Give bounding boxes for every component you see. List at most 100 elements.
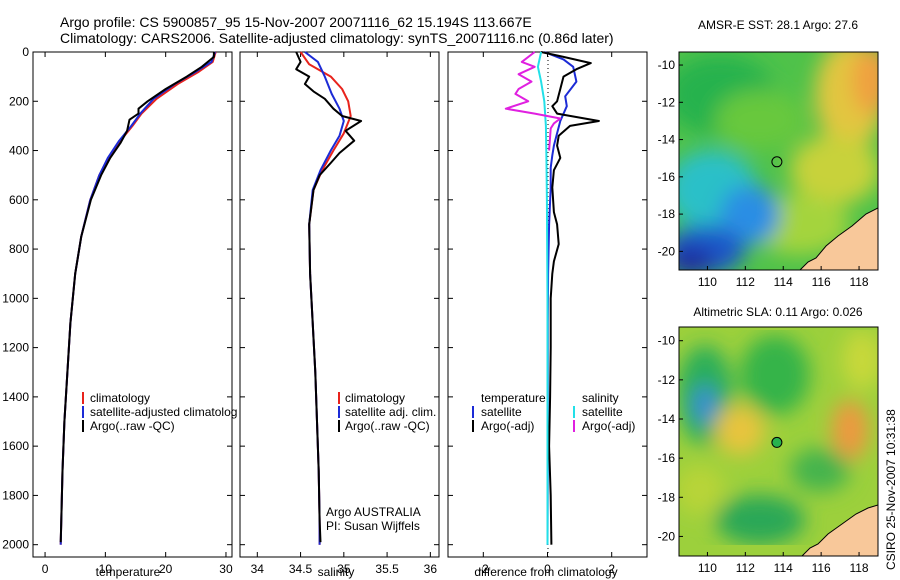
lon-tick-label: 112	[736, 561, 755, 575]
series-satellite	[59, 51, 217, 545]
legend-label-temp-satellite: satellite	[481, 405, 522, 419]
sst-map-y-axis: -10 -12 -14 -16 -18 -20	[658, 58, 683, 258]
difference-depth-ticks	[448, 51, 647, 546]
float-position-marker	[771, 436, 783, 448]
lat-tick-label: -20	[658, 244, 676, 258]
lat-tick-label: -14	[658, 133, 676, 147]
float-position-marker	[771, 156, 783, 168]
legend-label-argo: Argo(..raw -QC)	[345, 419, 430, 433]
legend-label-climatology: climatology	[90, 391, 150, 405]
lat-tick-label: -12	[658, 373, 676, 387]
sla-map-panel: Altimetric SLA: 0.11 Argo: 0.026 110 112 1…	[658, 305, 879, 575]
x-tick-label: 20	[159, 562, 173, 576]
salinity-x-axis: 34 34.5 35 35.5 36	[251, 52, 438, 576]
legend-label-temp-argo: Argo(-adj)	[481, 419, 534, 433]
series-argo	[59, 52, 215, 543]
series-salinity-argo	[504, 51, 562, 151]
x-tick-label: -2	[478, 562, 489, 576]
temperature-x-axis: 0 10 20 30	[42, 52, 233, 576]
x-tick-label: 35.5	[375, 562, 399, 576]
x-tick-label: 36	[424, 562, 438, 576]
sla-map-frame	[678, 326, 879, 557]
lon-tick-label: 114	[774, 275, 793, 289]
credit-timestamp: CSIRO 25-Nov-2007 10:31:38	[884, 409, 898, 570]
lat-tick-label: -20	[658, 529, 676, 543]
depth-axis: 0 200 400 600 800 1000 1200 1400 1600 1800 2000	[2, 45, 232, 552]
temperature-axes	[32, 51, 233, 558]
salinity-axes	[239, 51, 440, 558]
lat-tick-label: -10	[658, 58, 676, 72]
annotation-pi: PI: Susan Wijffels	[326, 519, 420, 533]
depth-tick-label: 1000	[2, 291, 29, 305]
x-tick-label: 30	[219, 562, 233, 576]
lat-tick-label: -18	[658, 207, 676, 221]
series-temperature-argo	[540, 51, 600, 545]
x-tick-label: 34	[251, 562, 265, 576]
difference-series	[504, 51, 600, 545]
legend-label-climatology: climatology	[345, 391, 405, 405]
legend-label-sal-satellite: satellite	[582, 405, 623, 419]
depth-tick-label: 1800	[2, 488, 29, 502]
difference-legend: temperature satellite Argo(-adj) salinit…	[472, 391, 635, 433]
title-line-1: Argo profile: CS 5900857_95 15-Nov-2007 …	[60, 14, 532, 30]
x-tick-label: 34.5	[289, 562, 313, 576]
legend-label-satellite: satellite adj. clim.	[345, 405, 436, 419]
lon-tick-label: 110	[698, 275, 717, 289]
salinity-series	[295, 51, 363, 545]
difference-panel: -2 0 2 difference from climatology tempera…	[447, 51, 648, 579]
legend-header-temperature: temperature	[481, 391, 546, 405]
depth-tick-label: 0	[22, 45, 29, 59]
sst-map-title: AMSR-E SST: 28.1 Argo: 27.6	[698, 18, 858, 32]
lon-tick-label: 110	[698, 561, 717, 575]
annotation-argo-australia: Argo AUSTRALIA	[326, 505, 421, 519]
legend-label-argo: Argo(..raw -QC)	[90, 419, 175, 433]
x-tick-label: 0	[544, 562, 551, 576]
depth-tick-label: 2000	[2, 538, 29, 552]
x-tick-label: 35	[337, 562, 351, 576]
x-tick-label: 2	[608, 562, 615, 576]
difference-xlabel: difference from climatology	[474, 565, 617, 579]
salinity-panel: 34 34.5 35 35.5 36 salinity climatology sate…	[239, 51, 440, 579]
lat-tick-label: -12	[658, 95, 676, 109]
title-line-2: Climatology: CARS2006. Satellite-adjuste…	[60, 30, 614, 46]
legend-label-satellite: satellite-adjusted climatolog	[90, 405, 237, 419]
salinity-legend: climatology satellite adj. clim. Argo(..…	[338, 391, 436, 433]
series-climatology	[59, 51, 217, 545]
lon-tick-label: 116	[812, 561, 831, 575]
x-tick-label: 10	[99, 562, 113, 576]
depth-tick-label: 600	[9, 193, 29, 207]
legend-label-sal-argo: Argo(-adj)	[582, 419, 635, 433]
sst-map-x-axis: 110 112 114 116 118	[698, 266, 869, 289]
lon-tick-label: 112	[736, 275, 755, 289]
temperature-xlabel: temperature	[96, 565, 161, 579]
depth-tick-label: 800	[9, 242, 29, 256]
lon-tick-label: 118	[849, 561, 868, 575]
depth-tick-label: 1200	[2, 341, 29, 355]
sst-heatmap	[679, 52, 878, 270]
lat-tick-label: -16	[658, 451, 676, 465]
salinity-depth-ticks	[240, 51, 439, 546]
temperature-series	[59, 51, 217, 545]
lon-tick-label: 118	[849, 275, 868, 289]
depth-tick-label: 200	[9, 94, 29, 108]
sst-map-frame	[678, 51, 879, 271]
series-argo	[295, 51, 363, 543]
temperature-panel: 0 200 400 600 800 1000 1200 1400 1600 1800 2000 0 1…	[2, 45, 237, 579]
sst-map-panel: AMSR-E SST: 28.1 Argo: 27.6 110 112 114 116…	[658, 18, 879, 289]
depth-tick-label: 1600	[2, 439, 29, 453]
salinity-xlabel: salinity	[318, 565, 355, 579]
sla-heatmap	[679, 327, 878, 556]
lat-tick-label: -14	[658, 412, 676, 426]
legend-header-salinity: salinity	[582, 391, 619, 405]
lon-tick-label: 116	[812, 275, 831, 289]
series-salinity-satellite	[536, 51, 549, 545]
sla-map-x-axis: 110 112 114 116 118	[698, 552, 869, 575]
sla-map-title: Altimetric SLA: 0.11 Argo: 0.026	[693, 305, 863, 319]
lat-tick-label: -16	[658, 170, 676, 184]
depth-tick-label: 1400	[2, 390, 29, 404]
lat-tick-label: -18	[658, 490, 676, 504]
temperature-legend: climatology satellite-adjusted climatolo…	[82, 391, 237, 433]
x-tick-label: 0	[42, 562, 49, 576]
sla-map-y-axis: -10 -12 -14 -16 -18 -20	[658, 334, 683, 543]
